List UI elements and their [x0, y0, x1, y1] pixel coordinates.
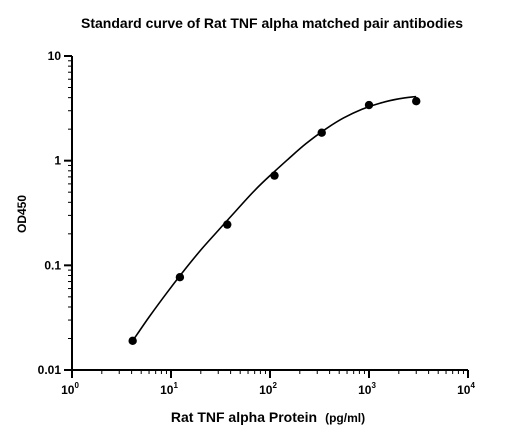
data-point	[223, 220, 232, 229]
plot-area	[128, 95, 421, 346]
data-point	[175, 273, 185, 282]
x-tick-base: 10	[457, 383, 471, 397]
x-tick-exponent: 1	[173, 381, 178, 390]
chart-title: Standard curve of Rat TNF alpha matched …	[81, 15, 463, 31]
y-axis-label: OD450	[15, 195, 29, 233]
x-tick-label: 103	[358, 381, 376, 397]
x-tick-base: 10	[259, 383, 273, 397]
y-tick-label: 0.01	[38, 363, 62, 377]
data-point	[317, 128, 326, 137]
x-tick-exponent: 4	[470, 381, 475, 390]
x-tick-base: 10	[61, 383, 75, 397]
x-tick-base: 10	[160, 383, 174, 397]
data-point	[412, 96, 421, 106]
x-tick-label: 101	[160, 381, 178, 397]
y-tick-label: 1	[54, 154, 61, 168]
x-tick-label: 104	[457, 381, 475, 397]
x-axis: 100 101 102 103 104	[61, 369, 475, 397]
x-tick-base: 10	[358, 383, 372, 397]
data-point	[364, 100, 374, 110]
x-tick-exponent: 0	[74, 381, 79, 390]
data-point	[270, 171, 279, 180]
y-tick-label: 0.1	[44, 258, 61, 272]
x-tick-label: 102	[259, 381, 277, 397]
y-axis: 0.01 0.1 1 10	[38, 49, 73, 377]
x-tick-exponent: 3	[371, 381, 376, 390]
x-tick-label: 100	[61, 381, 79, 397]
x-axis-label-main: Rat TNF alpha Protein	[171, 409, 317, 425]
x-axis-label-unit: (pg/ml)	[325, 411, 365, 425]
x-axis-label: Rat TNF alpha Protein (pg/ml)	[171, 409, 365, 426]
y-tick-label: 10	[48, 49, 62, 63]
fit-curve-line	[132, 95, 417, 342]
x-tick-exponent: 2	[272, 381, 277, 390]
data-point	[128, 336, 137, 346]
